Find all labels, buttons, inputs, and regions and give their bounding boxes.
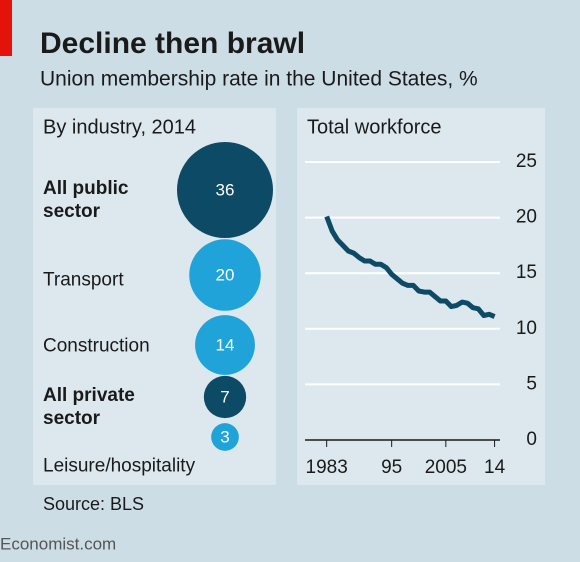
y-tick-label: 25: [516, 151, 537, 172]
y-tick-label: 5: [526, 373, 537, 394]
bubble: [177, 142, 273, 238]
x-tick-label: 1983: [306, 457, 348, 478]
panel-title: Total workforce: [307, 116, 442, 138]
line: [324, 215, 496, 319]
value-label: 36: [216, 180, 235, 199]
category-label: All private sector: [43, 385, 135, 429]
red-tag: [0, 0, 12, 56]
category-label: Transport: [43, 269, 124, 291]
bubble: [189, 239, 261, 311]
value-label: 7: [220, 387, 229, 406]
footer: Economist.com: [0, 534, 116, 553]
value-label: 14: [216, 335, 235, 354]
y-tick-label: 10: [516, 318, 537, 339]
value-label: 3: [220, 427, 229, 446]
x-tick-label: 2005: [425, 457, 467, 478]
value-label: 20: [216, 265, 235, 284]
category-label: Leisure/hospitality: [43, 455, 196, 477]
x-tick-label: 95: [381, 457, 402, 478]
panel: [297, 108, 545, 485]
x-tick-label: 14: [484, 457, 506, 478]
y-tick-label: 15: [516, 262, 537, 283]
bubble: [211, 423, 239, 451]
y-tick-label: 20: [516, 207, 537, 228]
panel-title: By industry, 2014: [43, 116, 196, 138]
bubble: [203, 375, 247, 419]
category-label: All public sector: [43, 178, 129, 222]
y-tick-label: 0: [526, 429, 537, 450]
subtitle: Union membership rate in the United Stat…: [40, 68, 478, 91]
title: Decline then brawl: [40, 27, 305, 60]
bubble: [195, 315, 255, 375]
source: Source: BLS: [43, 494, 144, 514]
category-label: Construction: [43, 335, 150, 357]
